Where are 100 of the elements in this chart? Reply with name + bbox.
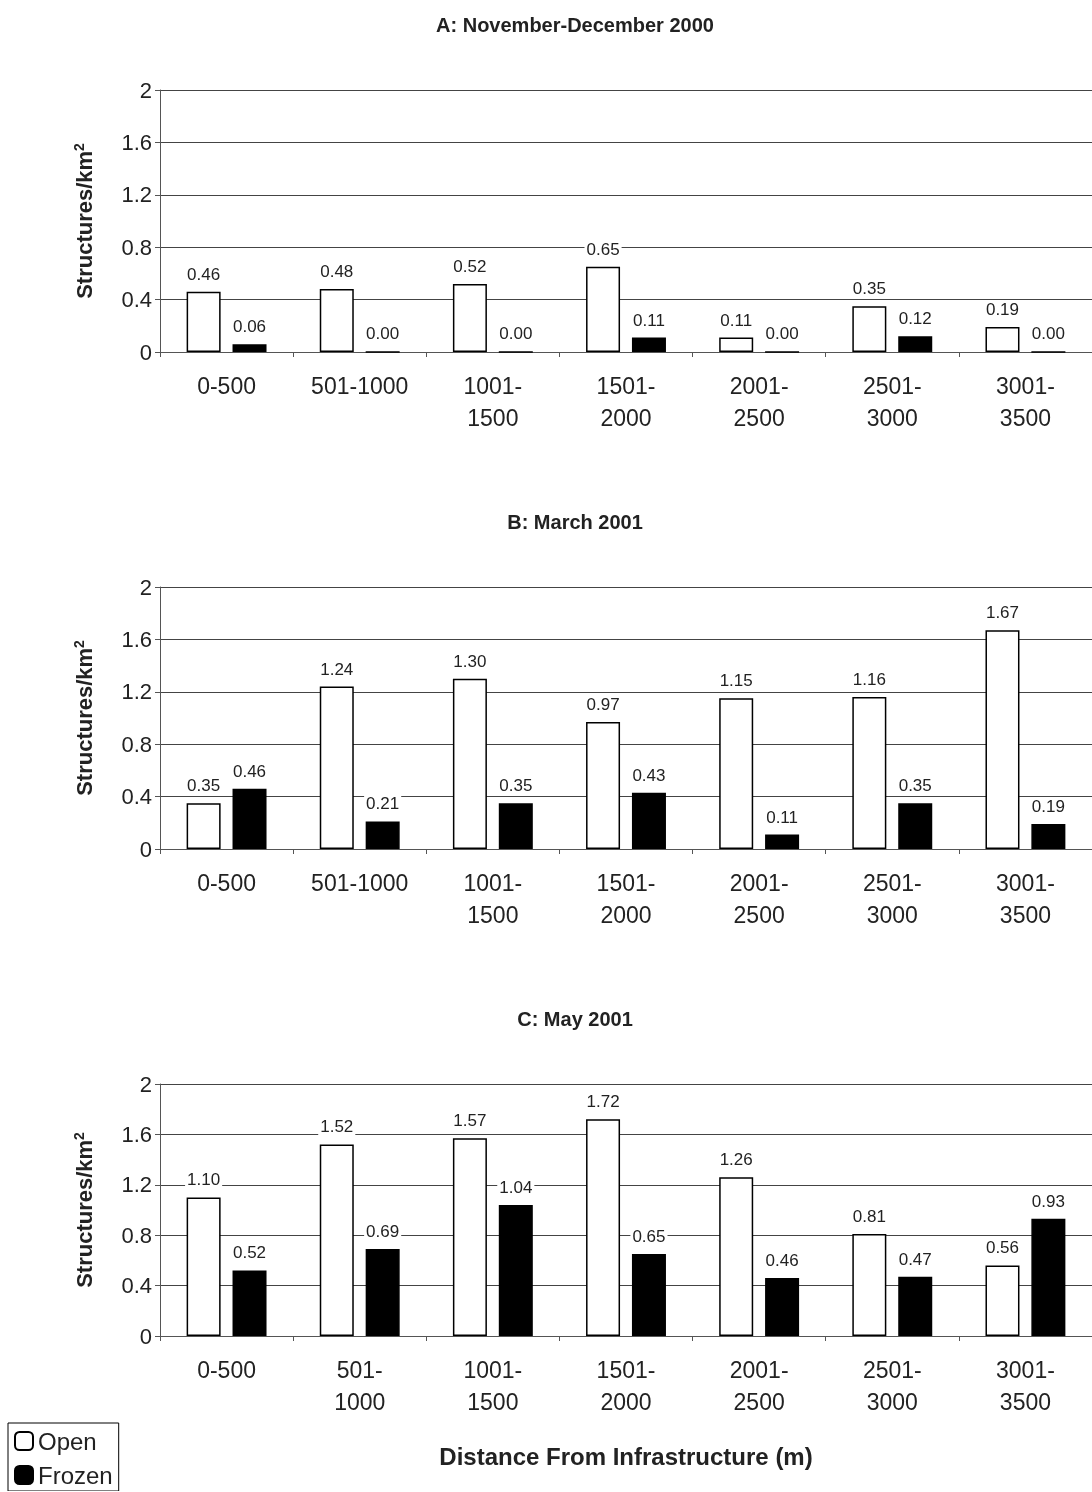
bar [232,1270,267,1336]
y-tick-label: 0.4 [121,287,152,313]
data-label: 0.35 [187,776,221,796]
bar [985,1265,1020,1336]
data-label: 0.69 [366,1222,400,1242]
bar [186,1197,221,1336]
x-tick-label: 0-500 [197,373,256,399]
data-label: 0.46 [765,1251,799,1271]
x-tick-label: 3001- 3500 [996,373,1055,431]
bar [719,1177,754,1336]
bar [852,306,887,352]
x-tick-label: 0-500 [197,1357,256,1383]
bar [452,283,487,352]
x-tick-label: 501-1000 [311,870,409,896]
data-label: 0.81 [852,1206,886,1226]
data-label: 1.26 [719,1150,753,1170]
data-label: 0.21 [366,794,400,814]
data-label: 0.35 [852,279,886,299]
legend-label: Frozen [38,1461,113,1489]
y-tick-label: 0.8 [121,731,152,757]
data-label: 1.24 [320,659,354,679]
y-tick-label: 1.6 [121,626,152,652]
data-label: 0.93 [1031,1191,1065,1211]
bar [631,1254,666,1336]
y-tick-label: 0.8 [121,1222,152,1248]
data-label: 0.35 [898,776,932,796]
y-tick-label: 2 [139,1071,152,1097]
data-label: 0.12 [898,309,932,329]
bar [1031,1218,1066,1336]
bar [365,1249,400,1336]
data-label: 0.00 [765,324,799,344]
data-label: 1.16 [852,670,886,690]
data-label: 1.15 [719,671,753,691]
y-tick-label: 0.4 [121,1273,152,1299]
data-label: 0.19 [985,300,1020,320]
y-tick-label: 1.6 [121,129,152,155]
bar [498,1204,533,1336]
y-tick-label: 1.2 [121,679,152,705]
bar [852,697,887,849]
data-label: 0.00 [366,324,400,344]
bar [186,291,221,352]
bar [319,1144,354,1336]
chart-title: A: November-December 2000 [436,14,714,36]
data-label: 0.06 [232,317,267,337]
data-label: 0.65 [632,1227,666,1247]
y-tick-label: 0.8 [121,234,152,260]
x-tick-label: 2001- 2500 [729,373,789,431]
bar [765,834,800,849]
data-label: 0.11 [766,807,799,827]
data-label: 1.57 [453,1111,487,1131]
bar [319,686,354,849]
bar [985,327,1020,352]
data-label: 0.00 [499,324,533,344]
x-tick-label: 1001- 1500 [463,1357,523,1415]
bar [232,344,267,352]
data-label: 0.65 [586,239,620,259]
bar [452,678,487,849]
x-tick-label: 2001- 2500 [729,1357,789,1415]
bar [498,803,533,849]
x-tick-label: 1001- 1500 [463,373,523,431]
data-label: 0.19 [1031,797,1065,817]
y-axis-title: Structures/km2 [71,639,97,796]
data-label: 0.52 [453,256,487,276]
x-axis-title: Distance From Infrastructure (m) [439,1442,813,1470]
chart-title: B: March 2001 [507,511,643,533]
bar [186,803,221,849]
y-tick-label: 1.2 [121,182,152,208]
x-tick-label: 501- 1000 [334,1357,386,1415]
y-tick-label: 0 [139,836,152,862]
data-label: 0.46 [232,761,267,781]
data-label: 0.56 [985,1238,1020,1258]
bar [586,721,621,849]
bar [765,1278,800,1336]
bar [631,792,666,849]
bar [719,337,754,352]
bar [319,289,354,352]
bar [719,698,754,849]
data-label: 1.30 [453,651,487,671]
legend-label: Open [38,1427,97,1455]
data-label: 1.67 [985,603,1020,623]
data-label: 0.11 [633,310,665,330]
bar [452,1138,487,1336]
x-tick-label: 501-1000 [311,373,409,399]
data-label: 0.97 [586,694,620,714]
bar [586,266,621,352]
y-tick-label: 1.2 [121,1172,152,1198]
data-label: 0.46 [187,264,221,284]
y-tick-label: 1.6 [121,1121,152,1147]
data-label: 0.48 [320,262,354,282]
x-tick-label: 1501- 2000 [596,1357,656,1415]
bar [898,336,933,352]
chart-title: C: May 2001 [517,1008,633,1030]
y-tick-label: 2 [139,574,152,600]
data-label: 0.00 [1031,324,1065,344]
x-tick-label: 3001- 3500 [996,870,1055,928]
y-tick-label: 0 [139,339,152,365]
data-label: 1.72 [586,1092,620,1112]
y-axis-title: Structures/km2 [71,1131,97,1288]
data-label: 0.47 [898,1249,932,1269]
bar [1031,824,1066,849]
